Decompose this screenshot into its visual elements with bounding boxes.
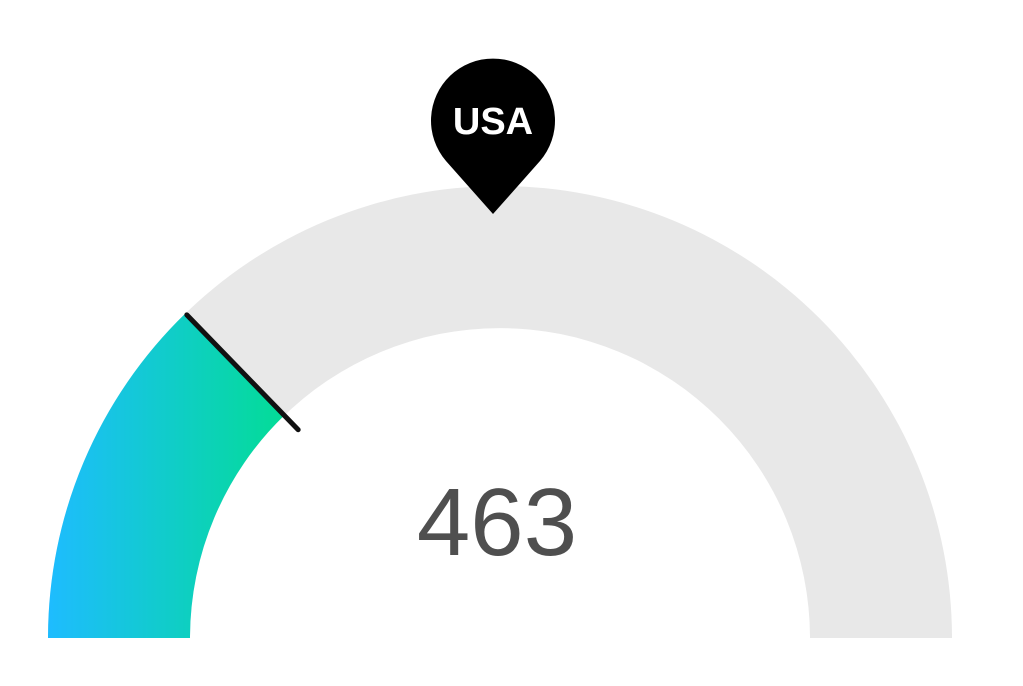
- gauge-value: 463: [417, 469, 577, 576]
- marker-pin-icon: USA: [431, 58, 555, 214]
- marker-label: USA: [453, 101, 533, 143]
- gauge-needle: [184, 312, 301, 433]
- gauge-track: [48, 186, 952, 638]
- gauge-fill: [48, 313, 285, 638]
